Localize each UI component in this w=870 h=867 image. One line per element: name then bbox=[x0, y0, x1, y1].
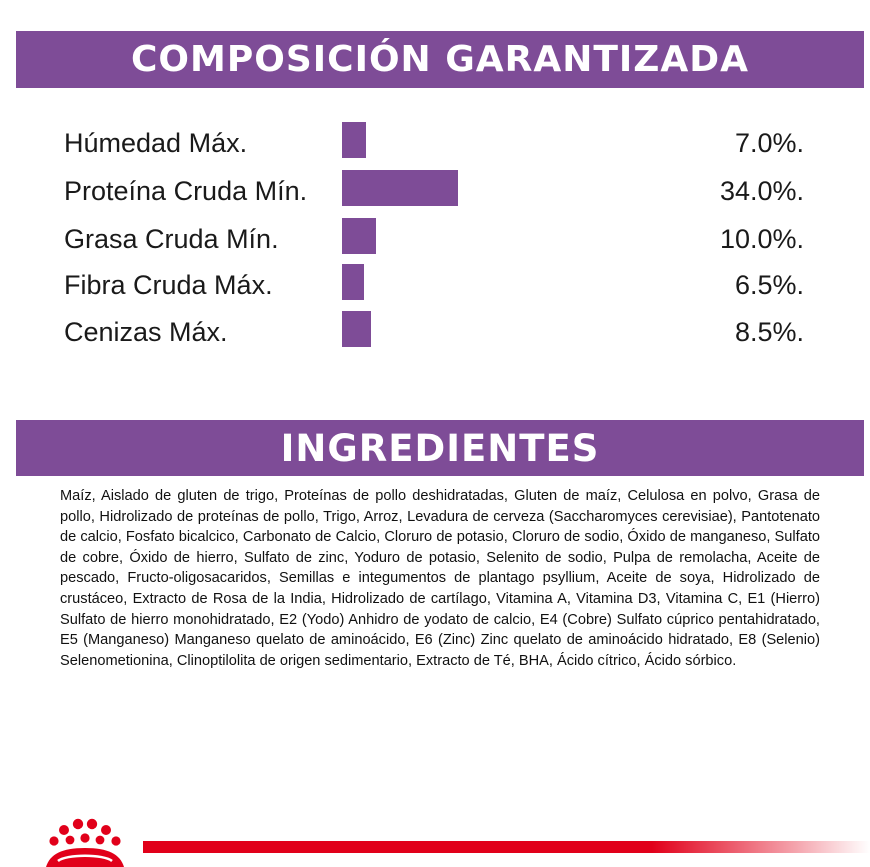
composition-row: Húmedad Máx. 7.0%. bbox=[0, 122, 870, 162]
nutrient-percentage: 10.0%. bbox=[719, 224, 804, 254]
ingredients-text: Maíz, Aislado de gluten de trigo, Proteí… bbox=[60, 488, 820, 669]
composition-row: Proteína Cruda Mín. 34.0%. bbox=[0, 170, 870, 210]
nutrient-label: Húmedad Máx. bbox=[64, 128, 248, 158]
composition-row: Cenizas Máx. 8.5%. bbox=[0, 311, 870, 351]
nutrient-bar bbox=[342, 170, 458, 206]
nutrient-percentage: 8.5%. bbox=[734, 317, 804, 347]
nutrient-percentage: 7.0%. bbox=[734, 128, 804, 158]
composition-row: Grasa Cruda Mín. 10.0%. bbox=[0, 218, 870, 258]
composition-row: Fibra Cruda Máx. 6.5%. bbox=[0, 264, 870, 304]
crown-icon bbox=[46, 818, 124, 867]
nutrient-bar bbox=[342, 264, 364, 300]
nutrient-label: Proteína Cruda Mín. bbox=[64, 176, 308, 206]
nutrient-bar bbox=[342, 311, 371, 347]
nutrient-label: Cenizas Máx. bbox=[64, 317, 228, 347]
nutrient-percentage: 6.5%. bbox=[734, 270, 804, 300]
nutrient-bar bbox=[342, 218, 376, 254]
composition-title: COMPOSICIÓN GARANTIZADA bbox=[16, 31, 864, 88]
nutrient-label: Fibra Cruda Máx. bbox=[64, 270, 273, 300]
nutrient-label: Grasa Cruda Mín. bbox=[64, 224, 279, 254]
nutrient-bar bbox=[342, 122, 366, 158]
footer-red-line bbox=[143, 841, 870, 853]
ingredients-title: INGREDIENTES bbox=[16, 420, 864, 476]
nutrient-percentage: 34.0%. bbox=[719, 176, 804, 206]
